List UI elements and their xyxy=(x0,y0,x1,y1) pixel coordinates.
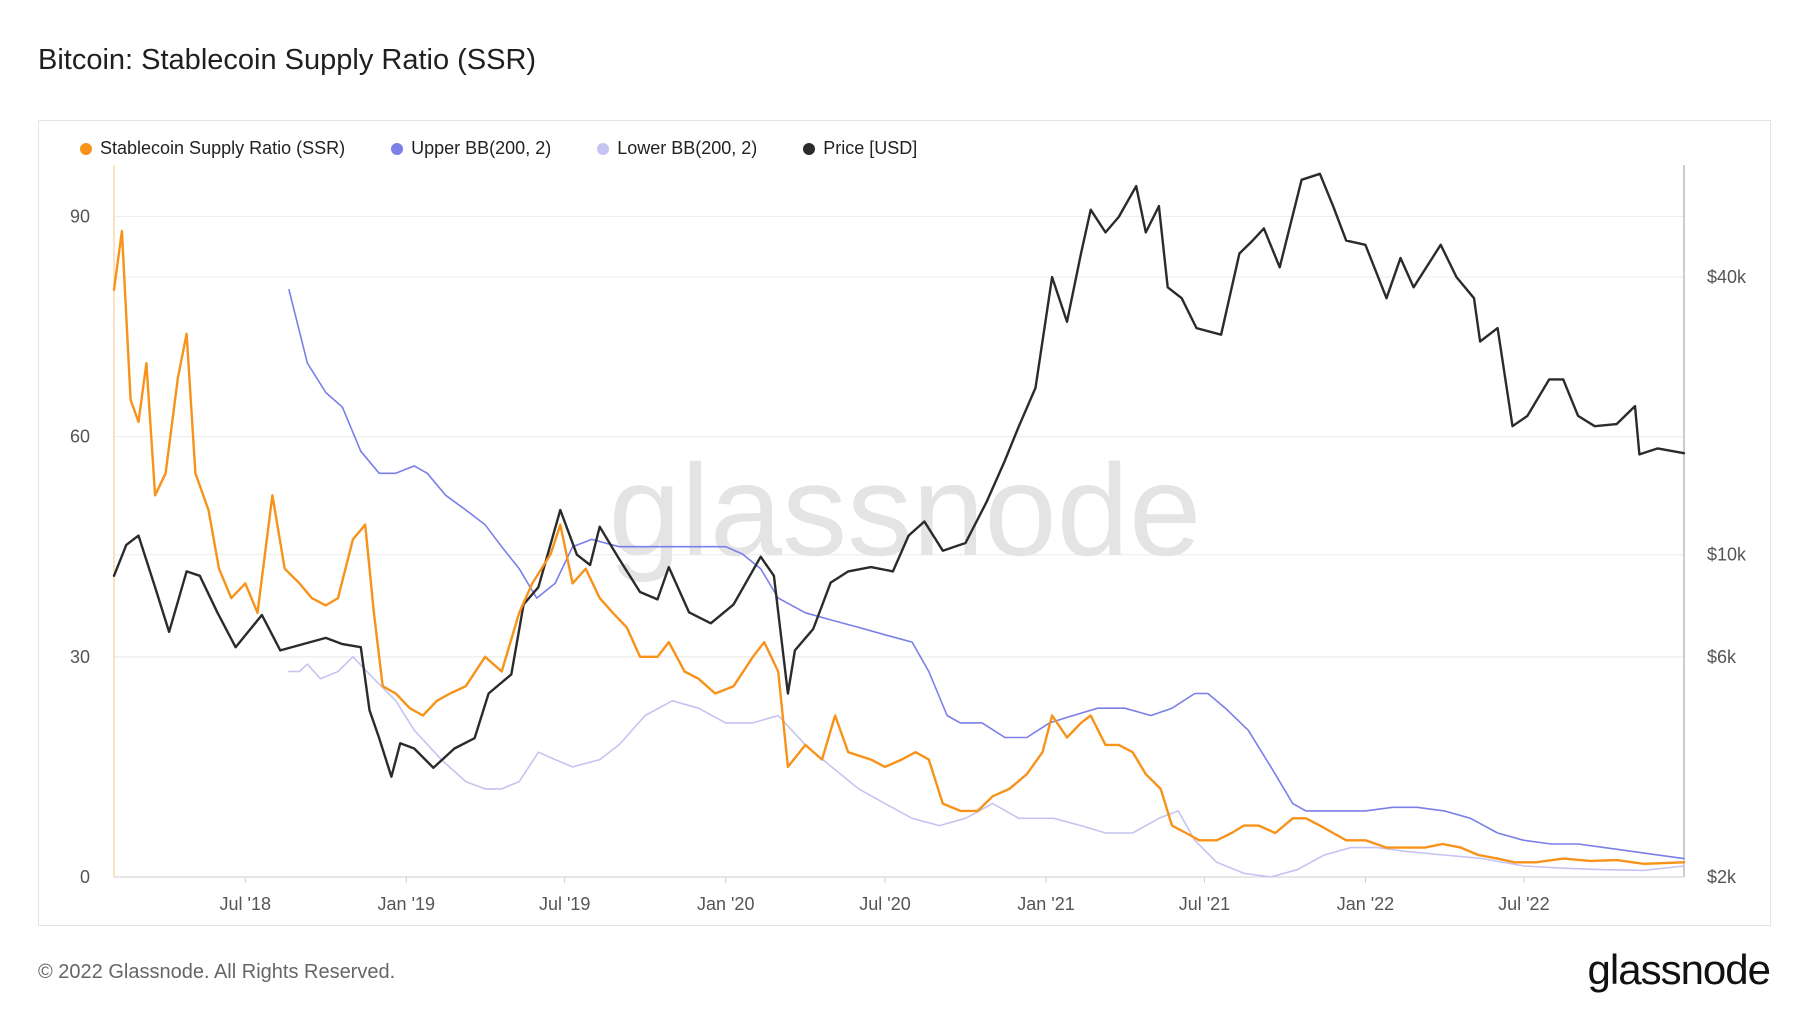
x-tick-label-7: Jan '22 xyxy=(1337,894,1394,914)
series-line-price-usd xyxy=(112,172,1686,778)
y-right-tick-0: $2k xyxy=(1707,867,1737,887)
y-left-tick-0: 0 xyxy=(80,867,90,887)
y-left-tick-1: 30 xyxy=(70,647,90,667)
legend-price-marker xyxy=(803,142,816,155)
legend-item-ssr[interactable]: Stablecoin Supply Ratio (SSR) xyxy=(80,138,345,159)
legend-ssr-marker xyxy=(80,142,92,155)
series-line-lower-bb-200-2 xyxy=(288,656,1685,878)
chart-legend: Stablecoin Supply Ratio (SSR) Upper BB(2… xyxy=(80,138,917,159)
x-tick-label-5: Jan '21 xyxy=(1017,894,1074,914)
watermark: glassnode xyxy=(609,437,1202,583)
y-right-tick-3: $40k xyxy=(1707,267,1747,287)
y-right-tick-2: $10k xyxy=(1707,545,1747,565)
x-tick-label-8: Jul '22 xyxy=(1498,894,1549,914)
legend-item-upper-bb[interactable]: Upper BB(200, 2) xyxy=(391,138,551,159)
y-left-tick-3: 90 xyxy=(70,206,90,226)
series-layer xyxy=(112,172,1686,878)
series-line-stablecoin-supply-ratio-ssr xyxy=(112,229,1686,865)
legend-ssr-label: Stablecoin Supply Ratio (SSR) xyxy=(100,138,346,158)
x-tick-label-4: Jul '20 xyxy=(859,894,910,914)
series-line-upper-bb-200-2 xyxy=(288,289,1685,860)
legend-lower-bb-marker xyxy=(597,142,610,155)
copyright-text: © 2022 Glassnode. All Rights Reserved. xyxy=(38,961,396,983)
x-tick-label-1: Jan '19 xyxy=(378,894,435,914)
brand-logo: glassnode xyxy=(1587,946,1771,993)
x-tick-label-3: Jan '20 xyxy=(697,894,754,914)
x-tick-label-2: Jul '19 xyxy=(539,894,590,914)
page-title: Bitcoin: Stablecoin Supply Ratio (SSR) xyxy=(38,44,537,76)
x-tick-label-6: Jul '21 xyxy=(1179,894,1230,914)
legend-upper-bb-marker xyxy=(391,142,404,155)
x-tick-label-0: Jul '18 xyxy=(220,894,271,914)
legend-item-lower-bb[interactable]: Lower BB(200, 2) xyxy=(597,138,757,159)
legend-price-label: Price [USD] xyxy=(823,138,918,158)
chart-frame xyxy=(38,120,1771,926)
y-left-tick-2: 60 xyxy=(70,427,90,447)
legend-lower-bb-label: Lower BB(200, 2) xyxy=(617,138,758,158)
legend-item-price[interactable]: Price [USD] xyxy=(803,138,917,159)
legend-upper-bb-label: Upper BB(200, 2) xyxy=(411,138,552,158)
y-right-tick-1: $6k xyxy=(1707,647,1737,667)
